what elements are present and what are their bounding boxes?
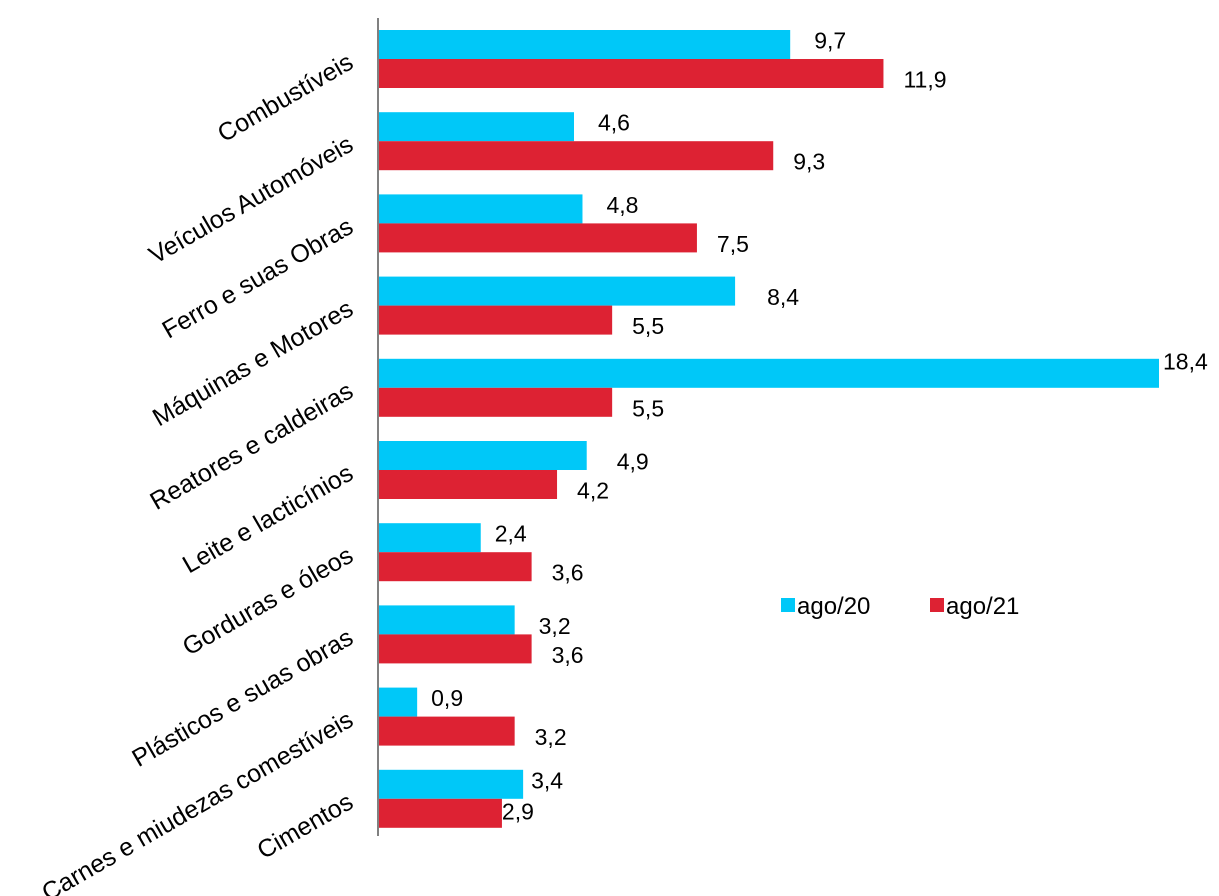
data-label-ago-21-leite-e-lacticinios: 4,2	[577, 478, 609, 504]
data-label-ago-20-maquinas-e-motores: 8,4	[767, 284, 799, 310]
legend-swatch-ago-20	[781, 598, 795, 612]
bar-ago-21-maquinas-e-motores	[379, 305, 613, 335]
data-label-ago-20-ferro-e-suas-obras: 4,8	[606, 192, 638, 218]
legend-label-ago-21: ago/21	[946, 593, 1019, 620]
category-label-cimentos: Cimentos	[253, 788, 358, 865]
data-label-ago-20-carnes-e-miudezas-comestiveis: 0,9	[431, 685, 463, 711]
data-label-ago-21-plasticos-e-suas-obras: 3,6	[552, 642, 584, 668]
bar-ago-20-ferro-e-suas-obras	[379, 194, 583, 224]
data-label-ago-20-veiculos-automoveis: 4,6	[598, 110, 630, 136]
bar-ago-21-gorduras-e-oleos	[379, 552, 532, 582]
category-label-combustiveis: Combustíveis	[213, 48, 358, 148]
bar-ago-21-leite-e-lacticinios	[379, 470, 558, 499]
data-label-ago-21-maquinas-e-motores: 5,5	[632, 313, 664, 339]
data-label-ago-21-gorduras-e-oleos: 3,6	[552, 560, 584, 586]
data-label-ago-20-combustiveis: 9,7	[814, 28, 846, 54]
bar-ago-20-combustiveis	[379, 30, 791, 59]
bar-ago-21-veiculos-automoveis	[379, 141, 774, 171]
data-label-ago-21-reatores-e-caldeiras: 5,5	[632, 395, 664, 421]
bars-group	[379, 30, 1159, 828]
bar-ago-21-reatores-e-caldeiras	[379, 387, 613, 417]
legend-label-ago-20: ago/20	[797, 593, 870, 620]
bar-ago-21-plasticos-e-suas-obras	[379, 634, 532, 664]
bar-ago-20-leite-e-lacticinios	[379, 441, 587, 470]
data-label-ago-21-combustiveis: 11,9	[903, 67, 946, 93]
data-label-ago-21-carnes-e-miudezas-comestiveis: 3,2	[535, 724, 567, 750]
bar-ago-20-gorduras-e-oleos	[379, 523, 481, 553]
legend: ago/20 ago/21	[781, 593, 1019, 620]
data-label-ago-20-cimentos: 3,4	[531, 767, 563, 793]
bar-ago-20-maquinas-e-motores	[379, 276, 736, 306]
data-label-ago-21-ferro-e-suas-obras: 7,5	[717, 231, 749, 257]
category-label-plasticos-e-suas-obras: Plásticos e suas obras	[127, 623, 358, 772]
data-label-ago-20-plasticos-e-suas-obras: 3,2	[539, 613, 571, 639]
data-label-ago-21-cimentos: 2,9	[502, 798, 534, 824]
bar-ago-20-veiculos-automoveis	[379, 112, 574, 142]
data-label-ago-20-reatores-e-caldeiras: 18,4	[1163, 348, 1208, 374]
bar-ago-20-plasticos-e-suas-obras	[379, 605, 515, 635]
bar-ago-20-reatores-e-caldeiras	[379, 358, 1159, 388]
bar-ago-21-carnes-e-miudezas-comestiveis	[379, 716, 515, 746]
bar-ago-20-cimentos	[379, 769, 524, 799]
bar-ago-21-combustiveis	[379, 59, 884, 88]
bar-ago-21-cimentos	[379, 798, 502, 828]
data-labels-group: 9,7 11,9 4,6 9,3 4,8 7,5 8,4 5,5 18,4 5,5 4,9 4,2 2,…	[431, 28, 1208, 825]
data-label-ago-20-gorduras-e-oleos: 2,4	[495, 521, 527, 547]
bar-ago-20-carnes-e-miudezas-comestiveis	[379, 687, 418, 717]
data-label-ago-20-leite-e-lacticinios: 4,9	[617, 449, 649, 475]
data-label-ago-21-veiculos-automoveis: 9,3	[793, 149, 825, 175]
bar-ago-21-ferro-e-suas-obras	[379, 223, 697, 253]
legend-swatch-ago-21	[930, 598, 944, 612]
